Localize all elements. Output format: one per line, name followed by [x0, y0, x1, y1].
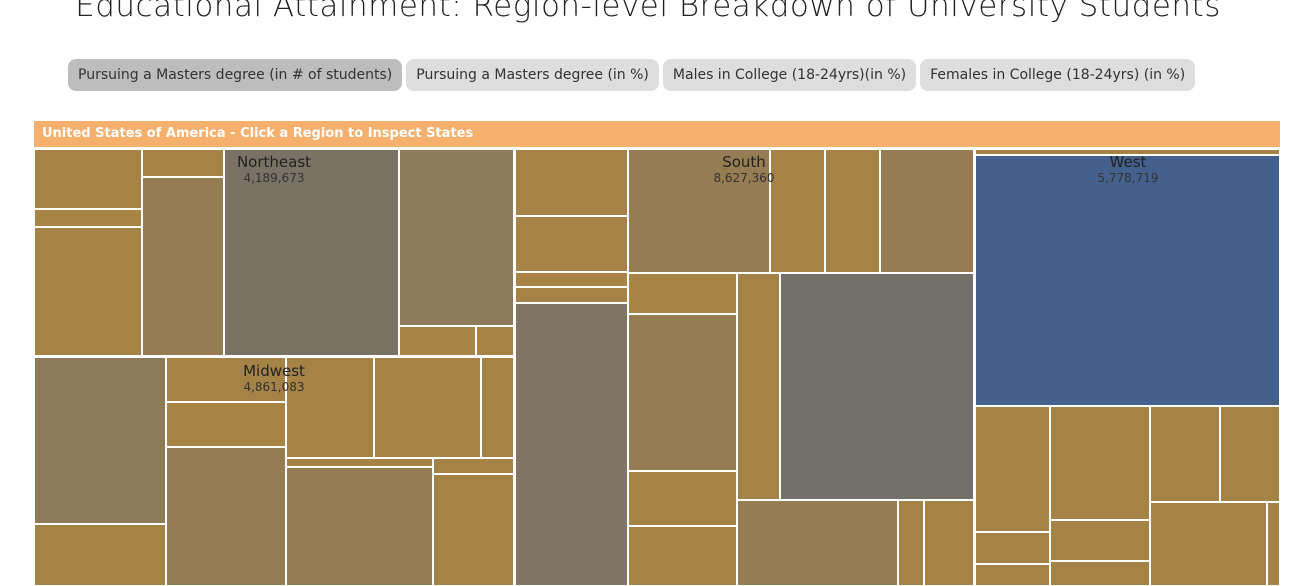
- state-cell-northeast[interactable]: [142, 177, 224, 356]
- state-cell-west[interactable]: [1220, 406, 1280, 502]
- state-cell-south[interactable]: [737, 273, 780, 500]
- metric-tabs: Pursuing a Masters degree (in # of stude…: [68, 59, 1196, 91]
- state-cell-south[interactable]: [924, 500, 974, 586]
- state-cell-west[interactable]: [1150, 406, 1220, 502]
- state-cell-midwest[interactable]: [286, 467, 433, 586]
- state-cell-midwest[interactable]: [433, 474, 514, 586]
- state-cell-south[interactable]: [628, 273, 737, 314]
- state-cell-south[interactable]: [628, 314, 737, 471]
- state-cell-midwest[interactable]: [374, 357, 481, 458]
- state-cell-midwest[interactable]: [166, 447, 286, 586]
- state-cell-midwest[interactable]: [481, 357, 514, 458]
- state-cell-west[interactable]: [975, 532, 1050, 564]
- state-cell-midwest[interactable]: [286, 458, 433, 467]
- state-cell-west[interactable]: [1150, 502, 1267, 586]
- state-cell-northeast[interactable]: [34, 209, 142, 227]
- state-cell-south[interactable]: [737, 500, 898, 586]
- tab-masters-percent[interactable]: Pursuing a Masters degree (in %): [406, 59, 659, 91]
- state-cell-south[interactable]: [770, 149, 825, 273]
- state-cell-northeast[interactable]: [476, 326, 514, 356]
- breadcrumb-header[interactable]: United States of America - Click a Regio…: [34, 121, 1280, 147]
- page-title: Educational Attainment: Region-level Bre…: [75, 0, 1221, 24]
- state-cell-northeast[interactable]: [399, 326, 476, 356]
- state-cell-west[interactable]: [1050, 520, 1150, 561]
- state-cell-west[interactable]: [1050, 561, 1150, 586]
- state-cell-south[interactable]: [515, 287, 628, 303]
- state-cell-northeast[interactable]: [34, 149, 142, 209]
- state-cell-midwest[interactable]: [166, 402, 286, 447]
- state-cell-south[interactable]: [515, 272, 628, 287]
- tab-females-college[interactable]: Females in College (18-24yrs) (in %): [920, 59, 1196, 91]
- state-cell-northeast[interactable]: [224, 149, 399, 356]
- state-cell-south[interactable]: [628, 471, 737, 526]
- state-cell-west[interactable]: [975, 406, 1050, 532]
- tab-masters-count[interactable]: Pursuing a Masters degree (in # of stude…: [68, 59, 403, 91]
- state-cell-midwest[interactable]: [34, 357, 166, 524]
- state-cell-midwest[interactable]: [34, 524, 166, 586]
- state-cell-midwest[interactable]: [286, 357, 374, 458]
- state-cell-south[interactable]: [825, 149, 880, 273]
- state-cell-midwest[interactable]: [433, 458, 514, 474]
- state-cell-south[interactable]: [515, 303, 628, 586]
- state-cell-west[interactable]: [1267, 502, 1280, 586]
- state-cell-northeast[interactable]: [34, 227, 142, 356]
- state-cell-south[interactable]: [628, 149, 770, 273]
- state-cell-south[interactable]: [628, 526, 737, 586]
- state-cell-south[interactable]: [515, 149, 628, 216]
- tab-males-college[interactable]: Males in College (18-24yrs)(in %): [662, 59, 917, 91]
- state-cell-south[interactable]: [898, 500, 924, 586]
- state-cell-northeast[interactable]: [142, 149, 224, 177]
- state-cell-west[interactable]: [975, 564, 1050, 586]
- state-cell-northeast[interactable]: [399, 149, 514, 326]
- state-cell-west[interactable]: [975, 155, 1280, 406]
- state-cell-south[interactable]: [880, 149, 974, 273]
- state-cell-midwest[interactable]: [166, 357, 286, 402]
- state-cell-south[interactable]: [515, 216, 628, 272]
- treemap-chart: Northeast 4,189,673 Midwest 4,861,083 South 8…: [34, 149, 1280, 586]
- state-cell-south[interactable]: [780, 273, 974, 500]
- state-cell-west[interactable]: [1050, 406, 1150, 520]
